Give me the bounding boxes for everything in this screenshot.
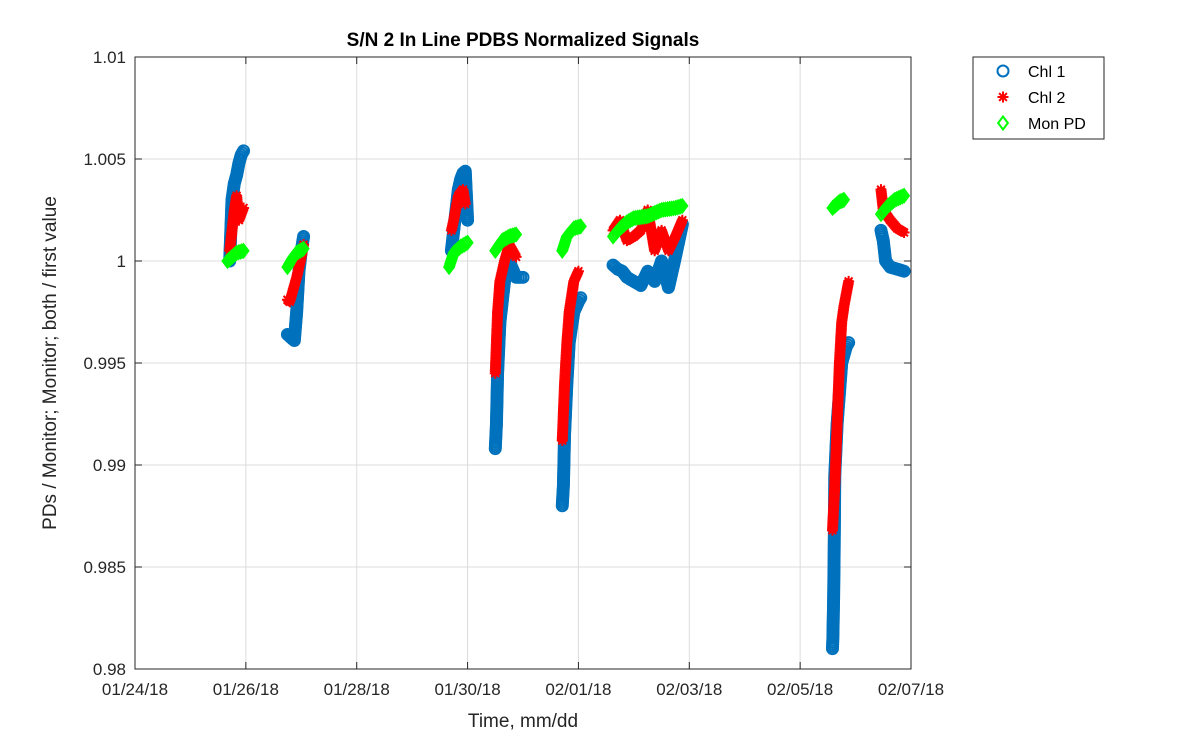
x-tick-label: 02/05/18: [767, 680, 833, 699]
x-axis-label: Time, mm/dd: [468, 711, 578, 732]
legend-marker: [997, 91, 1009, 103]
legend-item-chl-1: Chl 1: [996, 64, 1065, 81]
legend: Chl 1 Chl 2 Mon PD: [972, 56, 1105, 140]
legend-label-chl-2: Chl 2: [1028, 90, 1065, 107]
data-point: [459, 198, 471, 210]
data-point: [510, 251, 522, 263]
data-point: [898, 226, 910, 238]
x-tick-label: 01/24/18: [102, 680, 168, 699]
data-point: [232, 244, 245, 261]
data-point: [671, 199, 684, 216]
data-point: [297, 240, 310, 257]
y-tick-label: 0.99: [93, 456, 126, 475]
legend-marker-diamond: [996, 114, 1010, 132]
data-point: [897, 264, 911, 278]
data-point: [237, 242, 250, 259]
legend-marker-circle: [996, 64, 1010, 78]
data-point: [572, 265, 584, 277]
data-point: [843, 275, 855, 287]
data-point: [674, 198, 687, 215]
data-point: [837, 191, 851, 208]
data-point: [509, 226, 523, 243]
data-point: [237, 144, 251, 158]
data-layer: [221, 144, 911, 656]
data-point: [238, 202, 250, 214]
data-point: [506, 227, 519, 244]
x-tick-label: 01/30/18: [434, 680, 500, 699]
data-point: [516, 270, 530, 284]
legend-marker: [996, 114, 1010, 132]
data-point: [504, 227, 517, 245]
y-tick-label: 1.01: [93, 48, 126, 67]
y-axis-label: PDs / Monitor; Monitor; both / first val…: [40, 196, 61, 530]
data-point: [233, 243, 247, 260]
y-tick-label: 0.985: [83, 558, 126, 577]
legend-marker: [996, 64, 1010, 78]
data-point: [571, 219, 584, 236]
data-point: [461, 213, 475, 227]
data-point: [897, 187, 911, 204]
data-point: [574, 218, 587, 235]
data-point: [508, 226, 521, 244]
chart-title: S/N 2 In Line PDBS Normalized Signals: [347, 30, 700, 51]
series-mon-pd: [221, 187, 911, 276]
data-point: [461, 234, 474, 251]
x-tick-label: 02/01/18: [545, 680, 611, 699]
data-point: [676, 214, 688, 226]
legend-marker-asterisk: [997, 91, 1009, 103]
legend-item-mon-pd: Mon PD: [996, 114, 1086, 133]
x-tick-label: 02/07/18: [878, 680, 944, 699]
legend-box: [972, 56, 1105, 140]
data-point: [676, 197, 689, 215]
data-point: [569, 219, 582, 237]
tick-layer: 01/24/18 01/26/18 01/28/18 01/30/18 02/01/18…: [83, 48, 944, 699]
y-tick-label: 1: [117, 252, 126, 271]
x-tick-label: 01/26/18: [213, 680, 279, 699]
data-point: [235, 243, 248, 260]
y-tick-label: 1.005: [83, 150, 126, 169]
data-point: [672, 198, 686, 216]
legend-label-mon-pd: Mon PD: [1028, 116, 1086, 133]
y-tick-label: 0.995: [83, 354, 126, 373]
legend-label-chl-1: Chl 1: [1028, 64, 1065, 81]
legend-item-chl-2: Chl 2: [997, 90, 1065, 107]
x-tick-label: 02/03/18: [656, 680, 722, 699]
data-point: [572, 218, 586, 235]
y-tick-label: 0.98: [93, 660, 126, 679]
x-tick-label: 01/28/18: [324, 680, 390, 699]
